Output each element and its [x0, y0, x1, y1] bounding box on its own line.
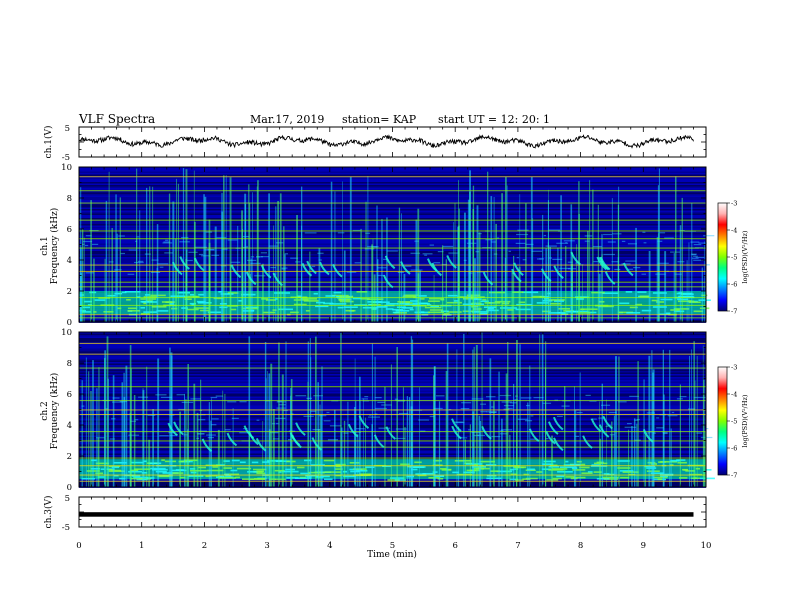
ch2-spectrogram-image: [79, 332, 715, 488]
colorbar-label: log(PSD)(V²/Hz): [741, 230, 749, 283]
colorbar-tick-label: -3: [731, 200, 737, 208]
colorbar-tick-label: -5: [731, 418, 737, 426]
time-tick-label: 7: [515, 541, 520, 551]
ch2-spectrogram-ticks: [78, 331, 707, 488]
ch1-waveform-ticks: [78, 126, 707, 158]
ch3-waveform-panel: 5 -5 ch.3(V): [43, 494, 707, 533]
colorbar-scale: [717, 366, 728, 476]
time-tick-label: 6: [452, 541, 457, 551]
ytick-label: 0: [67, 483, 72, 493]
colorbar-tick-label: -4: [731, 391, 737, 399]
ch3-waveform-ylabel: ch.3(V): [43, 496, 54, 529]
ytick-label: 0: [67, 318, 72, 328]
ch2-spectrogram-ylabel-freq: Frequency (kHz): [49, 373, 60, 450]
date-label: Mar.17, 2019: [250, 113, 324, 126]
colorbar-tick-label: -6: [731, 281, 737, 289]
time-axis-label: Time (min): [367, 549, 417, 560]
colorbar-tick-label: -4: [731, 227, 737, 235]
ytick-label: 6: [67, 225, 72, 235]
colorbar-tick-label: -3: [731, 364, 737, 372]
ch1-spectrogram-ylabel-channel: ch.1: [40, 236, 50, 255]
ch2-colorbar: -3 -4 -5 -6 -7 log(PSD)(V²/Hz): [717, 364, 749, 480]
ch1-spectrogram-ylabel-freq: Frequency (kHz): [49, 208, 60, 285]
ytick-label: 4: [67, 256, 72, 266]
time-tick-label: 4: [327, 541, 332, 551]
ch1-waveform-ylabel: ch.1(V): [43, 126, 54, 159]
time-tick-label: 3: [264, 541, 269, 551]
ytick-label: 8: [67, 194, 72, 204]
time-tick-label: 0: [76, 541, 81, 551]
time-tick-label: 1: [139, 541, 144, 551]
station-label: station= KAP: [342, 113, 417, 126]
time-tick-label: 2: [202, 541, 207, 551]
colorbar-tick-label: -7: [731, 472, 737, 480]
ch1-ytick-bottom: -5: [62, 153, 70, 163]
time-tick-label: 5: [390, 541, 395, 551]
ch3-ytick-top: 5: [65, 494, 70, 504]
time-tick-label: 8: [578, 541, 583, 551]
ch1-ytick-top: 5: [65, 124, 70, 134]
ytick-label: 2: [67, 452, 72, 462]
ch1-spectrogram-image: [79, 167, 715, 323]
ch1-waveform-panel: 5 -5 ch.1(V): [43, 124, 707, 163]
ytick-label: 8: [67, 359, 72, 369]
colorbar-label: log(PSD)(V²/Hz): [741, 394, 749, 447]
ch3-waveform-ticks: [78, 496, 707, 528]
time-axis-tick-labels: 0 1 2 3 4 5 6 7 8 9 10: [76, 541, 711, 551]
colorbar-tick-label: -6: [731, 445, 737, 453]
colorbar-tick-label: -5: [731, 254, 737, 262]
ch1-spectrogram-panel: 0 2 4 6 8 10 ch.1 Frequency (kHz): [40, 163, 715, 328]
ytick-label: 10: [61, 328, 72, 338]
ytick-label: 2: [67, 287, 72, 297]
figure-title: VLF Spectra: [78, 112, 155, 126]
ch3-waveform-trace: [79, 512, 694, 517]
ch3-ytick-bottom: -5: [62, 523, 70, 533]
colorbar-scale: [717, 202, 728, 312]
ch1-colorbar: -3 -4 -5 -6 -7 log(PSD)(V²/Hz): [717, 200, 749, 316]
ytick-label: 6: [67, 390, 72, 400]
ch2-spectrogram-ylabel-channel: ch.2: [40, 401, 50, 420]
ch1-spectrogram-ytick-labels: 0 2 4 6 8 10: [61, 163, 72, 328]
start-time-label: start UT = 12: 20: 1: [438, 113, 550, 126]
time-tick-label: 9: [641, 541, 646, 551]
colorbar-tick-label: -7: [731, 308, 737, 316]
ch2-spectrogram-ytick-labels: 0 2 4 6 8 10: [61, 328, 72, 493]
ytick-label: 4: [67, 421, 72, 431]
ytick-label: 10: [61, 163, 72, 173]
time-tick-label: 10: [701, 541, 712, 551]
ch2-spectrogram-panel: 0 2 4 6 8 10 ch.2 Frequency (kHz): [40, 328, 715, 493]
ch1-waveform-trace: [78, 134, 694, 149]
ch1-spectrogram-ticks: [78, 166, 707, 323]
